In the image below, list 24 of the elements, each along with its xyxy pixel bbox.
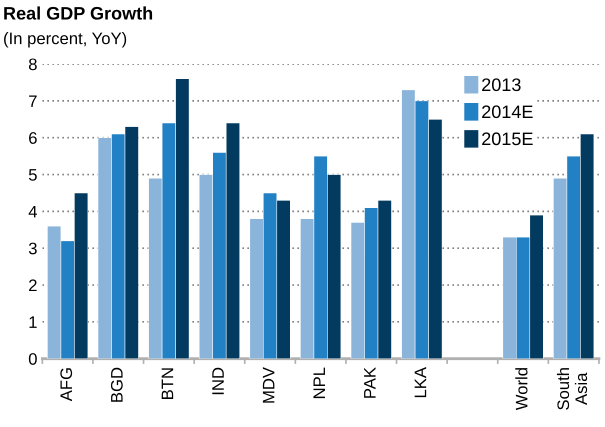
x-tick-label: LKA [414,367,426,398]
x-tick-label: World [515,368,528,410]
legend-label: 2014E [482,105,533,118]
y-tick-label: 8 [28,58,37,70]
chart-title: Real GDP Growth [4,6,152,20]
y-tick-label: 6 [29,132,37,144]
y-tick-label: 1 [29,316,37,328]
y-tick-label: 0 [28,353,37,365]
x-tick-label: NPL [313,368,325,398]
x-tick-label: BTN [162,368,174,399]
chart-subtitle: (In percent, YoY) [4,32,126,48]
y-tick-label: 5 [28,169,37,181]
x-tick-label: AFG [60,368,72,402]
x-tick-label: BGD [110,368,123,402]
x-tick-label: South Asia [556,368,588,410]
y-tick-label: 7 [29,95,37,107]
x-tick-label: MDV [262,367,274,403]
y-tick-label: 3 [28,242,37,254]
y-tick-label: 2 [29,279,37,292]
legend-label: 2013 [482,78,521,92]
x-tick-label: IND [212,368,224,394]
x-tick-label: PAK [364,367,376,398]
legend-label: 2015E [482,132,533,146]
y-tick-label: 4 [28,206,37,218]
